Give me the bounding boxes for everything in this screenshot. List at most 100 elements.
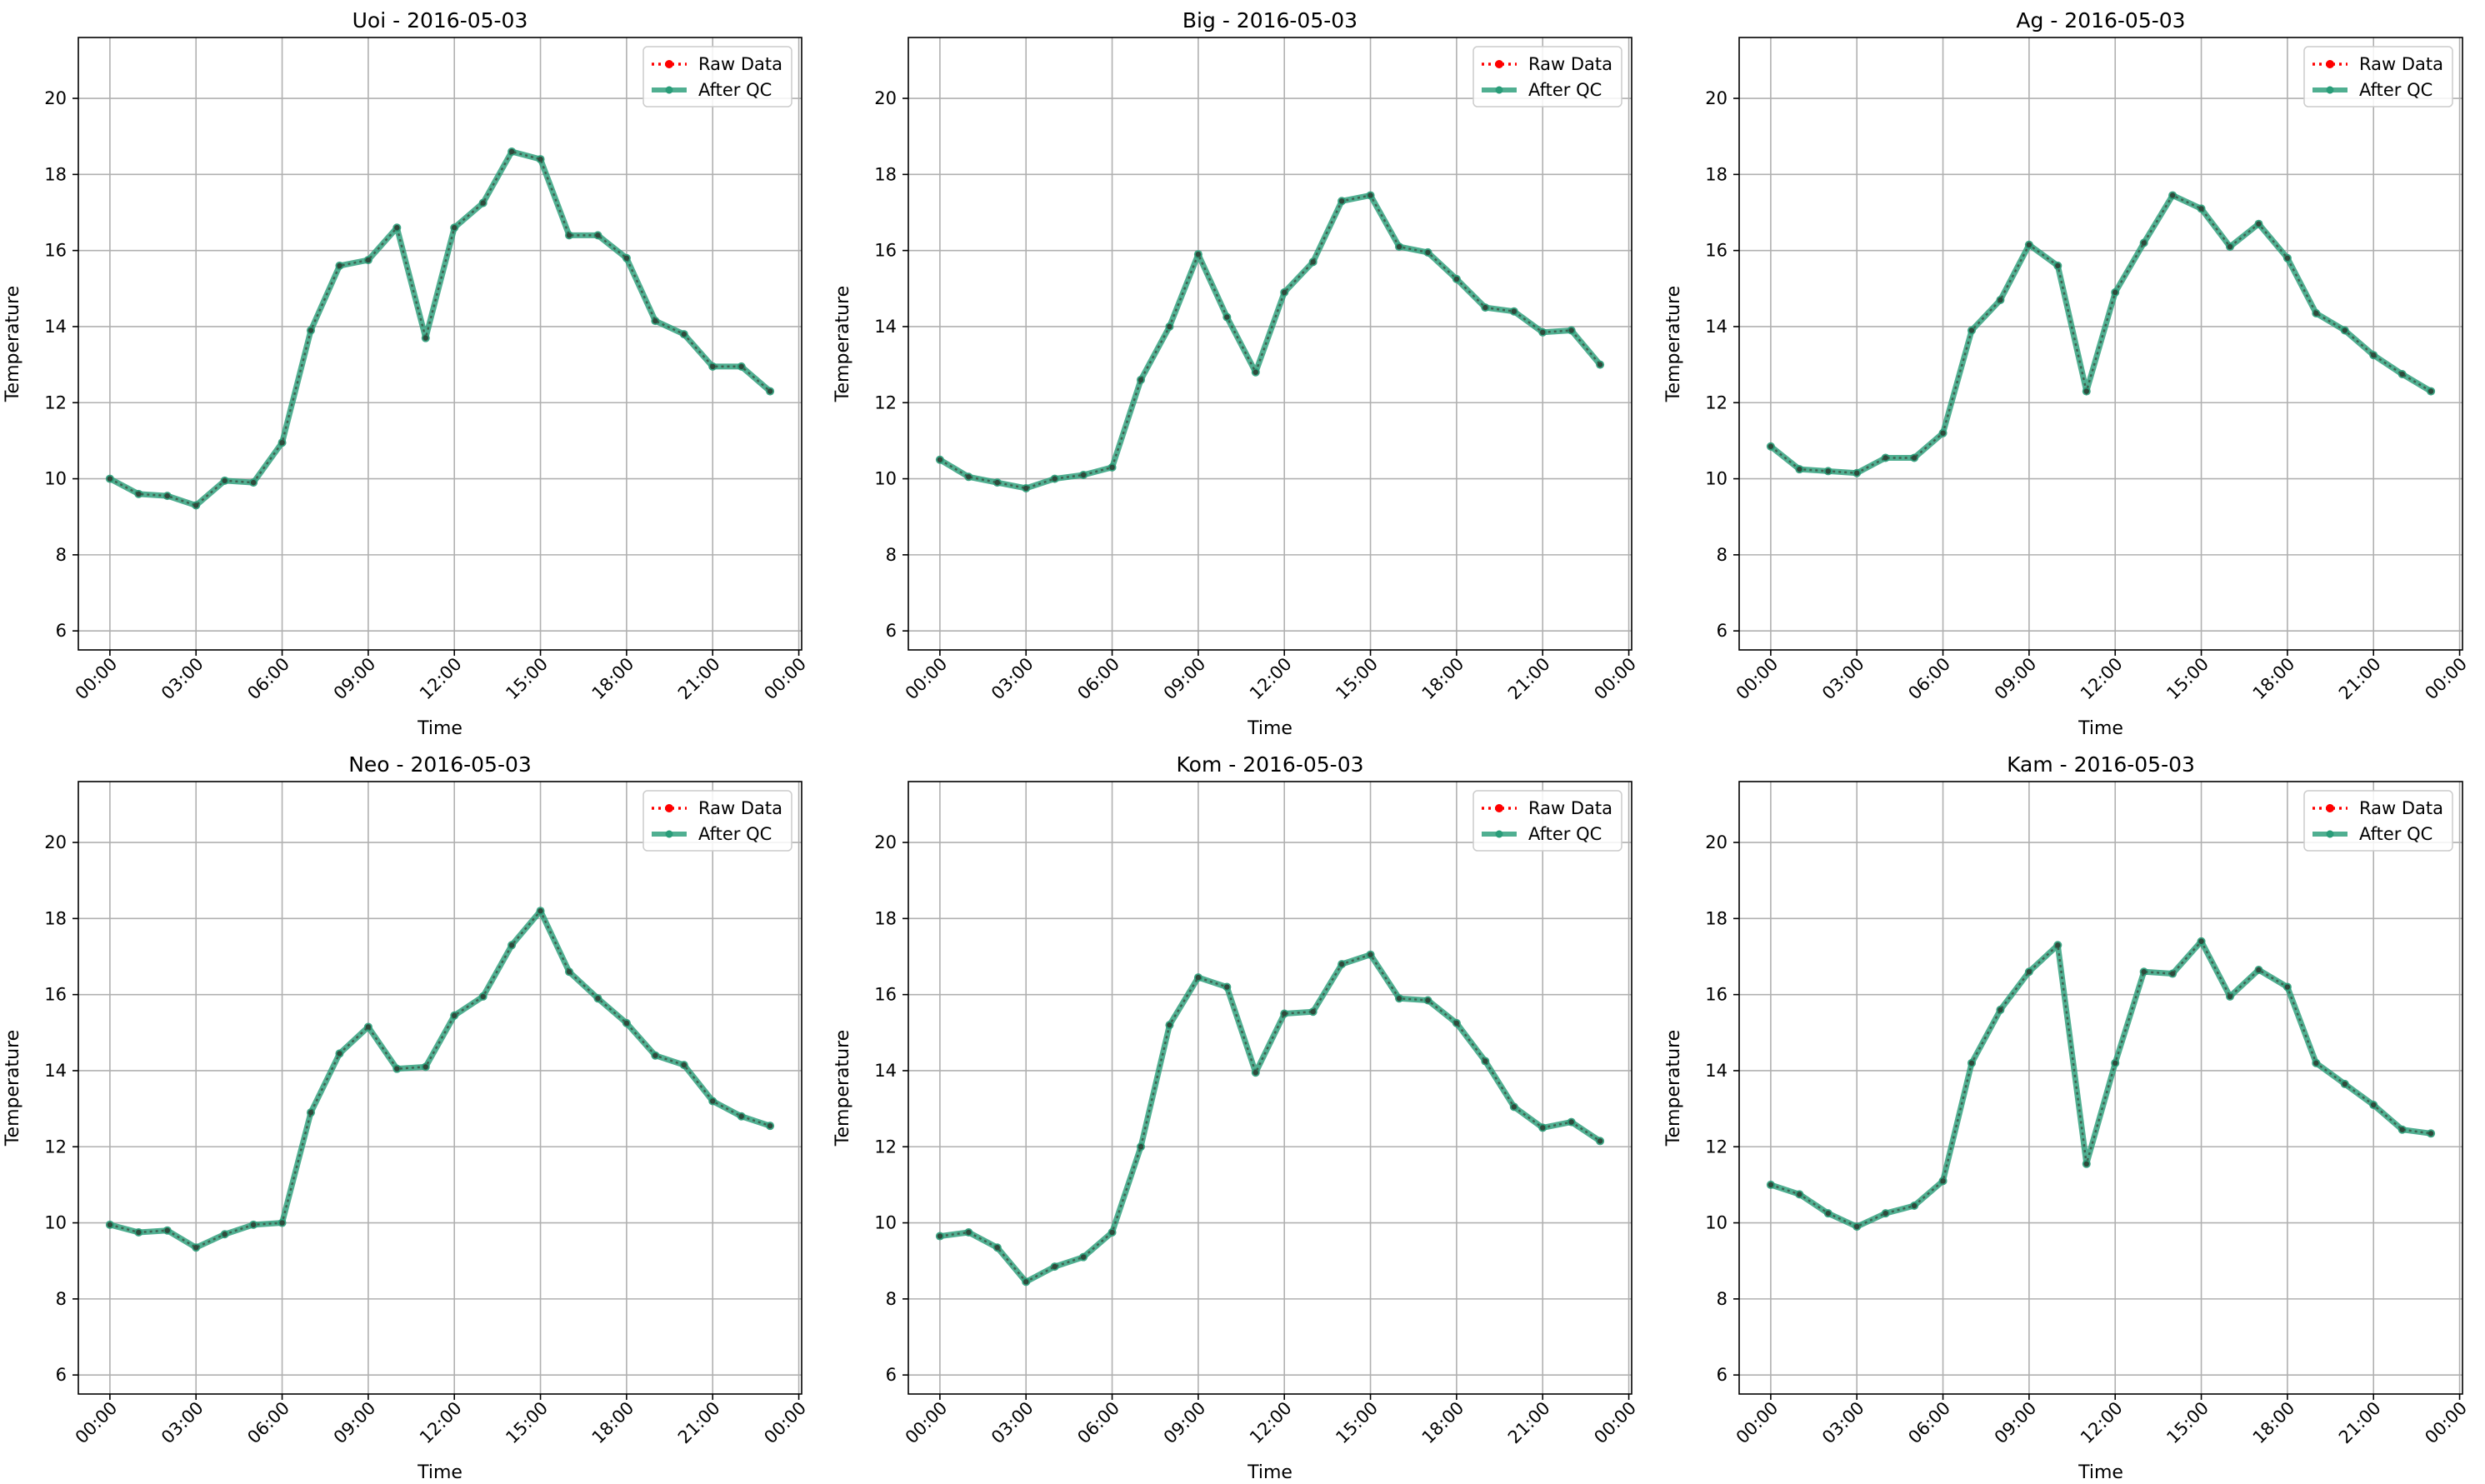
chart-5-ylabel: Temperature: [832, 1030, 853, 1147]
chart-5-ytick-label: 14: [874, 1061, 897, 1081]
chart-1-raw-data-point: [279, 439, 285, 446]
chart-5-ytick-label: 10: [874, 1213, 897, 1233]
chart-5-raw-data-point: [1195, 974, 1202, 981]
chart-3-raw-data-point: [1768, 443, 1774, 449]
chart-2-ytick-label: 16: [874, 241, 897, 261]
chart-3-raw-data-point: [2371, 352, 2377, 358]
chart-4-raw-data-point: [566, 969, 572, 975]
chart-2-ytick-label: 20: [874, 88, 897, 108]
chart-2-raw-data-point: [1597, 362, 1603, 367]
chart-6-xlabel: Time: [2078, 1462, 2123, 1483]
chart-3-ytick-label: 18: [1705, 164, 1728, 184]
chart-1-legend-raw-marker: [665, 60, 673, 68]
chart-4-raw-data-point: [308, 1109, 314, 1116]
chart-3-xtick-label: 18:00: [2249, 654, 2299, 704]
chart-4-xtick-label: 15:00: [502, 1398, 552, 1448]
chart-1-raw-data-point: [422, 335, 428, 341]
chart-6-ytick-label: 12: [1705, 1137, 1728, 1157]
chart-4-raw-data-point: [279, 1220, 285, 1226]
chart-2-raw-data-point: [1396, 243, 1402, 250]
chart-1-legend: Raw Data After QC: [642, 46, 792, 107]
chart-2-xtick-label: 00:00: [902, 654, 952, 704]
chart-3-frame: [1738, 37, 2463, 651]
chart-1-raw-data-point: [394, 225, 400, 231]
chart-3-ytick-label: 20: [1705, 88, 1728, 108]
chart-1-raw-data-point: [308, 327, 314, 333]
chart-5-raw-data-point: [966, 1229, 972, 1236]
chart-3-legend: Raw Data After QC: [2303, 46, 2453, 107]
chart-1-legend-raw-label: Raw Data: [698, 54, 782, 74]
chart-6-frame: [1738, 781, 2463, 1395]
chart-6-xtick-label: 00:00: [1732, 1398, 1782, 1448]
chart-5-series-raw-data: [939, 953, 1601, 1283]
chart-4-ytick-label: 20: [44, 832, 67, 852]
chart-3-raw-data-point: [2141, 240, 2147, 246]
chart-4-ytick-label: 12: [44, 1137, 67, 1157]
chart-6-raw-data-point: [2371, 1102, 2377, 1108]
chart-3-raw-data-point: [2055, 262, 2061, 269]
chart-3-ytick-label: 8: [1717, 545, 1728, 565]
chart-3-legend-raw-marker: [2326, 60, 2334, 68]
chart-5-ytick-label: 8: [886, 1289, 897, 1309]
chart-5-raw-data-point: [1396, 996, 1402, 1002]
chart-4-legend-qc-label: After QC: [698, 824, 772, 844]
chart-1-legend-qc-marker: [665, 86, 673, 94]
chart-3-legend-qc-marker: [2326, 86, 2334, 94]
chart-5-xtick-label: 03:00: [988, 1398, 1038, 1448]
chart-6-raw-data-point: [2399, 1127, 2405, 1132]
chart-6-raw-data-point: [2284, 984, 2291, 990]
chart-2-xlabel: Time: [1247, 718, 1292, 739]
chart-6-raw-data-point: [1797, 1192, 1802, 1197]
chart-4-ytick-label: 18: [44, 908, 67, 928]
chart-3-raw-data-point: [2198, 206, 2204, 212]
chart-2-legend-qc-label: After QC: [1528, 80, 1602, 100]
chart-5-raw-data-point: [1310, 1008, 1316, 1015]
chart-2-raw-data-point: [1540, 329, 1546, 336]
chart-3-raw-data-point: [1968, 327, 1975, 333]
chart-2-legend-qc-marker: [1495, 86, 1503, 94]
chart-4-title: Neo - 2016-05-03: [348, 752, 532, 777]
chart-2-ylabel: Temperature: [832, 286, 853, 402]
chart-3-xtick-label: 09:00: [1991, 654, 2041, 704]
chart-3-raw-data-point: [1797, 466, 1802, 472]
chart-5-raw-data-point: [1080, 1254, 1087, 1260]
chart-5-xtick-label: 06:00: [1073, 1398, 1123, 1448]
chart-5-xtick-label: 09:00: [1160, 1398, 1210, 1448]
chart-2-raw-data-point: [1282, 289, 1288, 296]
chart-1-ytick-label: 16: [44, 241, 67, 261]
chart-2-raw-data-point: [1368, 192, 1373, 198]
chart-4-xlabel: Time: [417, 1462, 462, 1483]
chart-4-frame: [78, 781, 802, 1395]
chart-1-ytick-label: 6: [56, 621, 67, 641]
chart-1-ytick-label: 8: [56, 545, 67, 565]
chart-3-ytick-label: 12: [1705, 392, 1728, 412]
chart-4-raw-data-point: [222, 1232, 228, 1237]
chart-3-raw-data-point: [1998, 297, 2003, 303]
chart-5-raw-data-point: [1138, 1144, 1144, 1150]
chart-3-series-after-qc: [1768, 192, 2434, 477]
chart-5-xtick-label: 21:00: [1504, 1398, 1554, 1448]
chart-6-raw-data-point: [2083, 1161, 2089, 1167]
chart-1-xtick-label: 00:00: [72, 654, 122, 704]
chart-2-series-after-qc: [937, 192, 1603, 492]
chart-6-raw-data-point: [1854, 1223, 1860, 1230]
chart-2-xtick-label: 12:00: [1246, 654, 1296, 704]
chart-2-ytick-label: 8: [886, 545, 897, 565]
chart-1-ytick-label: 20: [44, 88, 67, 108]
chart-6-series-raw-data: [1770, 939, 2432, 1228]
chart-6-raw-data-point: [1882, 1210, 1888, 1217]
chart-1-raw-data-point: [681, 331, 687, 337]
chart-4-legend-raw-label: Raw Data: [698, 798, 782, 818]
chart-1-raw-data-point: [250, 479, 257, 486]
chart-3-raw-data-point: [2428, 388, 2434, 394]
chart-3-raw-data-point: [1940, 430, 1946, 436]
chart-1-ylabel: Temperature: [2, 286, 23, 402]
chart-4-ytick-label: 6: [56, 1365, 67, 1385]
chart-1-raw-data-point: [222, 477, 228, 484]
chart-6-series-after-qc: [1768, 938, 2434, 1230]
chart-3-xtick-label: 06:00: [1904, 654, 1954, 704]
chart-5-raw-data-point: [1511, 1104, 1517, 1110]
chart-1-ytick-label: 10: [44, 469, 67, 489]
chart-3-raw-data-point: [2169, 192, 2176, 198]
